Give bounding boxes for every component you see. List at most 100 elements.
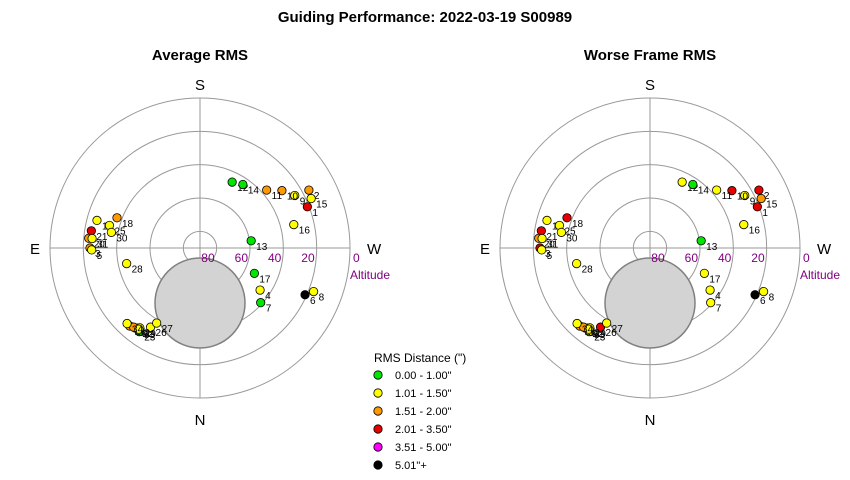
- data-point-27: [152, 318, 162, 328]
- direction-south: S: [645, 77, 655, 94]
- data-point-label: 2: [314, 191, 320, 202]
- data-point-label: 11: [272, 191, 283, 202]
- exclusion-zone: [604, 257, 696, 349]
- data-point-2: [754, 185, 764, 195]
- data-point-label: 6: [310, 296, 316, 307]
- data-point-13: [696, 236, 706, 246]
- data-point-16: [289, 220, 299, 230]
- data-point-label: 17: [259, 274, 271, 285]
- data-point-label: 28: [132, 265, 144, 276]
- data-point-label: 27: [612, 324, 624, 335]
- data-point-15: [756, 193, 766, 204]
- altitude-tick-label: 20: [751, 251, 765, 265]
- data-point-label: 21: [96, 232, 108, 243]
- data-point-label: 7: [266, 304, 272, 315]
- data-point-12: [677, 177, 687, 187]
- data-point-label: 22: [142, 329, 154, 340]
- data-point-label: 3: [545, 249, 551, 260]
- data-point-30: [106, 227, 116, 237]
- direction-north: N: [645, 412, 656, 429]
- data-point-label: 32: [139, 328, 151, 339]
- data-point-33: [584, 324, 594, 334]
- data-point-9: [740, 190, 750, 201]
- legend-item-label: 2.01 - 3.50": [395, 424, 452, 436]
- data-point-4: [255, 285, 265, 295]
- data-point-label: 28: [582, 265, 594, 276]
- data-point-label: 21: [546, 232, 558, 243]
- legend-marker: [373, 424, 383, 434]
- worse-frame-rms-panel: Worse Frame RMS S N E W 80 60 40 20 0 Altitude 1 2 4 6…: [480, 47, 840, 429]
- data-point-31: [537, 233, 547, 244]
- data-point-label: 32: [589, 328, 601, 339]
- data-point-label: 16: [749, 226, 761, 237]
- data-point-17: [699, 268, 709, 278]
- legend-item-label: 5.01"+: [395, 460, 427, 472]
- data-point-28: [572, 258, 582, 269]
- data-point-11: [712, 185, 722, 195]
- data-point-label: 8: [319, 293, 325, 304]
- legend-marker: [373, 388, 383, 398]
- data-point-label: 26: [606, 328, 618, 339]
- data-point-11: [262, 185, 272, 195]
- data-point-label: 33: [144, 330, 156, 341]
- altitude-tick-label: 40: [718, 251, 732, 265]
- data-point-label: 29: [145, 329, 157, 340]
- data-point-13: [246, 236, 256, 246]
- data-point-2: [304, 185, 314, 195]
- data-point-label: 34: [582, 325, 594, 336]
- data-point-21: [86, 226, 96, 236]
- data-point-label: 15: [766, 200, 778, 211]
- data-point-15: [306, 193, 316, 204]
- legend-item-label: 3.51 - 5.00": [395, 442, 452, 454]
- data-point-1: [302, 202, 312, 212]
- panel-title: Worse Frame RMS: [584, 47, 716, 64]
- data-point-6: [750, 290, 760, 300]
- direction-south: S: [195, 77, 205, 94]
- data-point-12: [227, 177, 237, 187]
- data-point-label: 3: [95, 249, 101, 260]
- data-point-16: [739, 220, 749, 230]
- data-point-label: 33: [594, 330, 606, 341]
- data-point-9: [290, 190, 300, 201]
- data-point-19: [92, 215, 102, 225]
- data-point-label: 25: [564, 226, 576, 237]
- legend-marker: [373, 406, 383, 416]
- direction-east: E: [30, 241, 40, 258]
- data-point-label: 31: [547, 240, 559, 251]
- data-point-label: 6: [760, 296, 766, 307]
- data-point-28: [122, 258, 132, 269]
- altitude-axis-label: Altitude: [350, 268, 390, 282]
- data-point-label: 13: [256, 242, 268, 253]
- legend-title: RMS Distance ("): [374, 351, 466, 365]
- legend-marker: [373, 442, 383, 452]
- data-point-label: 4: [715, 291, 721, 302]
- data-point-14: [688, 179, 698, 190]
- data-point-8: [308, 287, 319, 297]
- data-point-18: [112, 213, 122, 223]
- data-point-10: [727, 186, 737, 196]
- data-point-7: [256, 298, 266, 308]
- legend-item-label: 1.01 - 1.50": [395, 388, 452, 400]
- data-point-31: [87, 233, 97, 244]
- data-point-label: 13: [706, 242, 718, 253]
- data-point-label: 8: [769, 293, 775, 304]
- altitude-tick-label: 80: [201, 251, 215, 265]
- data-point-label: 18: [122, 219, 134, 230]
- data-point-21: [536, 226, 546, 236]
- data-point-label: 23: [144, 333, 156, 344]
- data-point-label: 20: [94, 239, 106, 250]
- data-point-label: 7: [716, 304, 722, 315]
- data-point-17: [249, 268, 259, 278]
- data-point-label: 14: [248, 185, 260, 196]
- data-point-7: [706, 298, 716, 308]
- altitude-axis-label: Altitude: [800, 268, 840, 282]
- altitude-tick-label: 0: [353, 251, 360, 265]
- altitude-tick-label: 40: [268, 251, 282, 265]
- data-point-label: 1: [312, 208, 318, 219]
- data-point-label: 9: [750, 196, 756, 207]
- altitude-tick-label: 60: [235, 251, 249, 265]
- data-point-label: 27: [162, 324, 174, 335]
- data-point-label: 34: [132, 325, 144, 336]
- legend: RMS Distance (") 0.00 - 1.00" 1.01 - 1.50"…: [373, 351, 466, 472]
- data-point-6: [300, 290, 310, 300]
